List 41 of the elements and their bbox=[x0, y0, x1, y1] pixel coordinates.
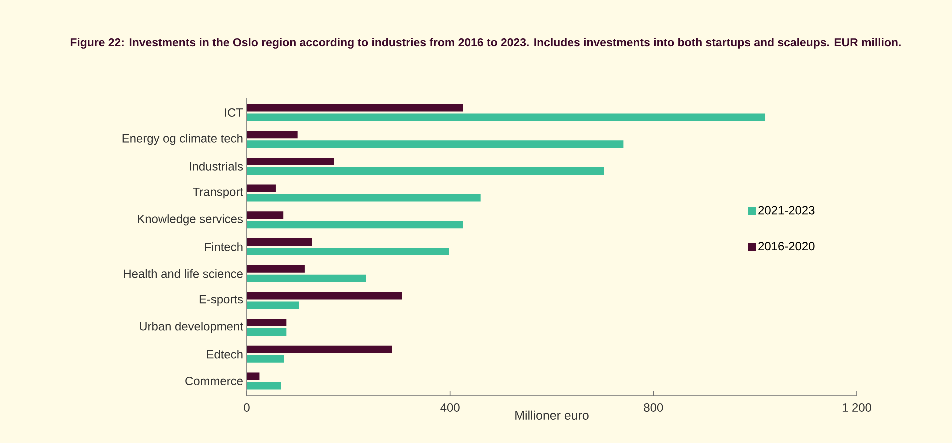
y-tick-label: Energy og climate tech bbox=[122, 134, 243, 146]
bar bbox=[247, 248, 450, 256]
chart-title: Figure 22: Investments in the Oslo region according to industries from 2016 to 2023. Includes investments into both startups and scaleups. EUR million. bbox=[70, 38, 901, 49]
bar bbox=[247, 382, 282, 390]
bar bbox=[247, 274, 366, 282]
bar bbox=[247, 328, 287, 336]
x-tick-label: 0 bbox=[244, 404, 250, 412]
x-tick-label: 800 bbox=[644, 404, 664, 412]
bar bbox=[247, 194, 481, 202]
y-tick-label: ICT bbox=[225, 108, 244, 117]
bar bbox=[247, 346, 392, 354]
y-tick-label: Edtech bbox=[207, 350, 243, 359]
bar bbox=[247, 265, 305, 273]
bar bbox=[247, 221, 464, 229]
bar bbox=[247, 212, 284, 220]
bar bbox=[247, 292, 402, 300]
bar bbox=[247, 167, 604, 175]
legend-label: 2016-2020 bbox=[758, 242, 815, 251]
bar bbox=[247, 302, 300, 310]
y-tick-label: Commerce bbox=[186, 377, 243, 386]
bar bbox=[247, 184, 276, 192]
bar bbox=[247, 319, 287, 327]
bar bbox=[247, 131, 298, 139]
y-tick-label: Transport bbox=[193, 188, 244, 199]
x-tick-label: 400 bbox=[440, 404, 460, 412]
bar bbox=[247, 114, 766, 122]
y-tick-label: Knowledge services bbox=[138, 214, 244, 226]
bar bbox=[247, 140, 624, 148]
y-tick-label: Urban development bbox=[140, 322, 244, 334]
y-tick-label: Industrials bbox=[190, 162, 244, 171]
x-axis-title: Millioner euro bbox=[516, 410, 589, 420]
y-tick-label: E-sports bbox=[200, 295, 244, 306]
y-tick-label: Fintech bbox=[205, 242, 243, 252]
x-tick-label: 1 200 bbox=[842, 404, 872, 412]
bar bbox=[247, 355, 284, 363]
bar bbox=[247, 104, 464, 112]
bar bbox=[247, 238, 312, 246]
y-tick-label: Health and life science bbox=[124, 269, 243, 278]
bar bbox=[247, 158, 334, 166]
legend-label: 2021-2023 bbox=[758, 206, 815, 215]
bar bbox=[247, 372, 260, 380]
